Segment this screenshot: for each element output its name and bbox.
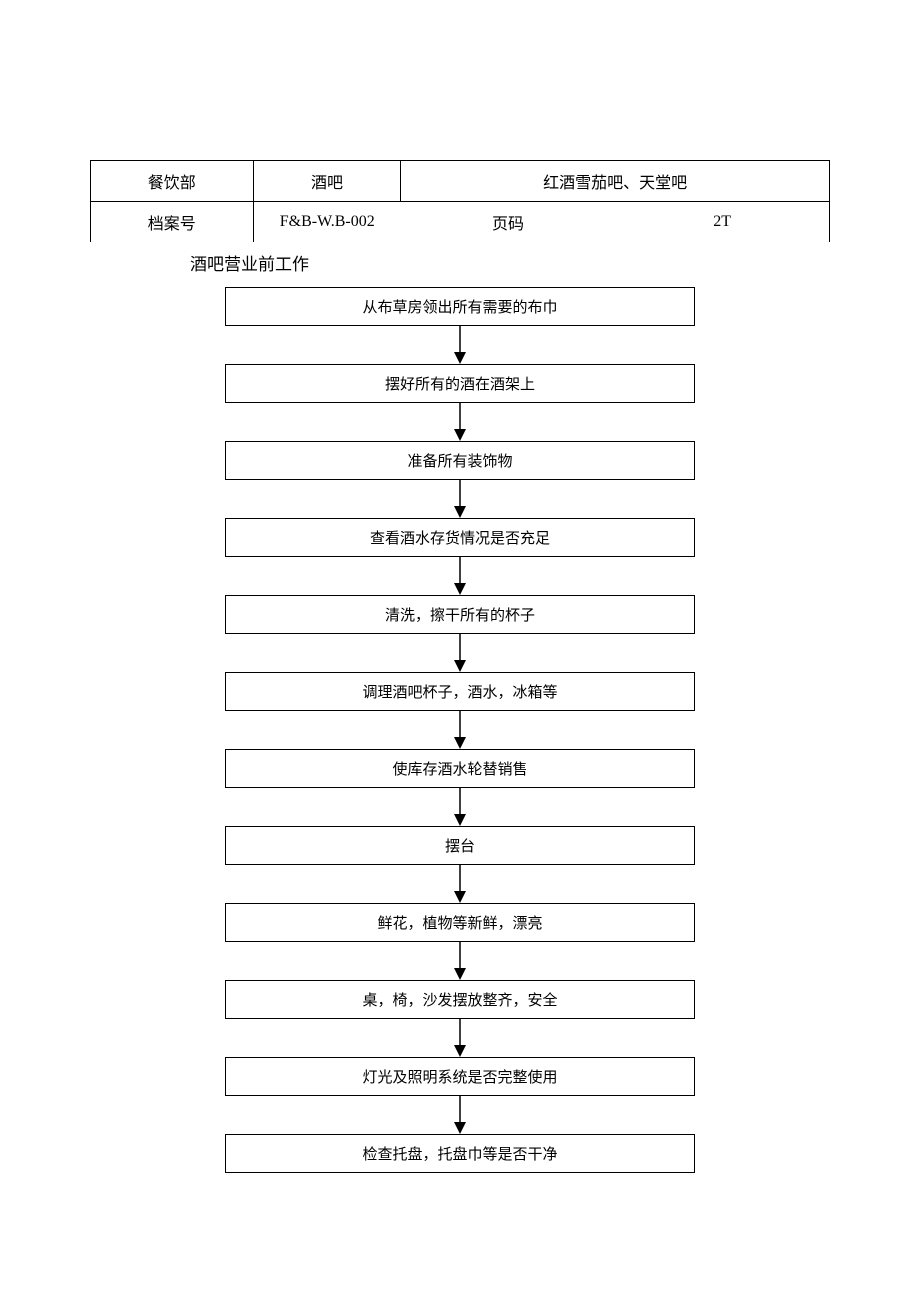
header-cell-dept: 餐饮部 [91,161,254,202]
header-cell-page-label: 页码 [401,202,615,243]
flow-step-1: 从布草房领出所有需要的布巾 [225,287,695,326]
page-title: 酒吧营业前工作 [190,250,830,275]
header-cell-bar: 酒吧 [253,161,401,202]
flow-arrow-icon [452,788,468,826]
flowchart: 从布草房领出所有需要的布巾 摆好所有的酒在酒架上 准备所有装饰物 查看酒水存货情… [225,287,695,1173]
flow-step-8: 摆台 [225,826,695,865]
flow-arrow-icon [452,326,468,364]
header-cell-fileno-label: 档案号 [91,202,254,243]
flow-arrow-icon [452,865,468,903]
header-cell-fileno-value: F&B-W.B-002 [253,202,401,243]
flow-step-9: 鲜花，植物等新鲜，漂亮 [225,903,695,942]
flow-arrow-icon [452,480,468,518]
flow-arrow-icon [452,942,468,980]
flow-step-7: 使库存酒水轮替销售 [225,749,695,788]
flow-step-5: 清洗，擦干所有的杯子 [225,595,695,634]
flow-arrow-icon [452,711,468,749]
header-cell-page-value: 2T [615,202,829,243]
flow-step-6: 调理酒吧杯子，酒水，冰箱等 [225,672,695,711]
flow-step-11: 灯光及照明系统是否完整使用 [225,1057,695,1096]
header-cell-barnames: 红酒雪茄吧、天堂吧 [401,161,830,202]
flow-step-4: 查看酒水存货情况是否充足 [225,518,695,557]
flow-arrow-icon [452,557,468,595]
flow-step-12: 检查托盘，托盘巾等是否干净 [225,1134,695,1173]
flow-step-3: 准备所有装饰物 [225,441,695,480]
flow-arrow-icon [452,1019,468,1057]
flow-step-2: 摆好所有的酒在酒架上 [225,364,695,403]
header-table: 餐饮部 酒吧 红酒雪茄吧、天堂吧 档案号 F&B-W.B-002 页码 2T [90,160,830,242]
flow-arrow-icon [452,403,468,441]
flow-arrow-icon [452,634,468,672]
flow-arrow-icon [452,1096,468,1134]
flow-step-10: 桌，椅，沙发摆放整齐，安全 [225,980,695,1019]
